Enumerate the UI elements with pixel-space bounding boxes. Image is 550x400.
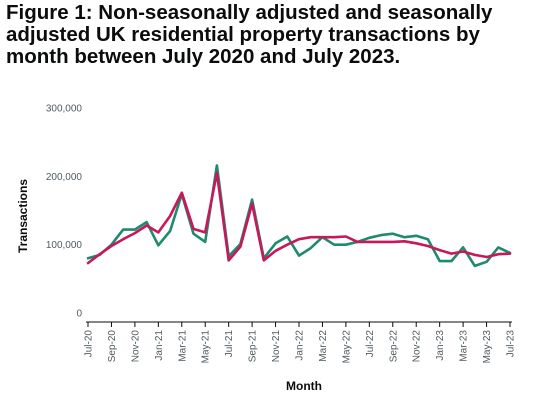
x-tick-label: Jul-22 [365, 330, 376, 358]
y-axis: 0 100,000 200,000 300,000 [46, 104, 83, 320]
x-tick-label: May-23 [482, 330, 493, 364]
x-tick-label: Mar-22 [318, 330, 329, 362]
y-axis-title: Transactions [16, 179, 30, 253]
x-tick-label: May-22 [341, 330, 352, 364]
y-tick-label: 200,000 [46, 172, 83, 183]
x-tick-label: Nov-21 [271, 330, 282, 363]
x-tick-label: Jul-23 [506, 330, 517, 358]
x-tick-label: Nov-22 [412, 330, 423, 363]
x-tick-label: Jan-21 [154, 330, 165, 361]
x-tick-label: May-21 [201, 330, 212, 364]
x-tick-label: Mar-21 [177, 330, 188, 362]
x-axis: Jul-20 Sep-20 Nov-20 Jan-21 Mar-21 May-21 Jul-… [84, 321, 517, 364]
series-layer [86, 164, 512, 268]
y-tick-label: 0 [76, 309, 82, 320]
series-line-2 [86, 171, 512, 265]
chart-title: Figure 1: Non-seasonally adjusted and se… [6, 1, 493, 68]
x-tick-label: Sep-21 [248, 330, 259, 363]
y-tick-label: 300,000 [46, 104, 83, 115]
x-tick-label: Jul-20 [84, 330, 95, 358]
x-tick-label: Jan-23 [435, 330, 446, 361]
x-tick-label: Jul-21 [224, 330, 235, 358]
series-line-1 [86, 164, 512, 268]
x-tick-label: Sep-20 [107, 330, 118, 363]
x-tick-label: Nov-20 [130, 330, 141, 363]
x-tick-label: Jan-22 [295, 330, 306, 361]
x-axis-title: Month [286, 379, 322, 393]
x-tick-label: Mar-23 [459, 330, 470, 362]
y-tick-label: 100,000 [46, 240, 83, 251]
x-tick-label: Sep-22 [388, 330, 399, 363]
